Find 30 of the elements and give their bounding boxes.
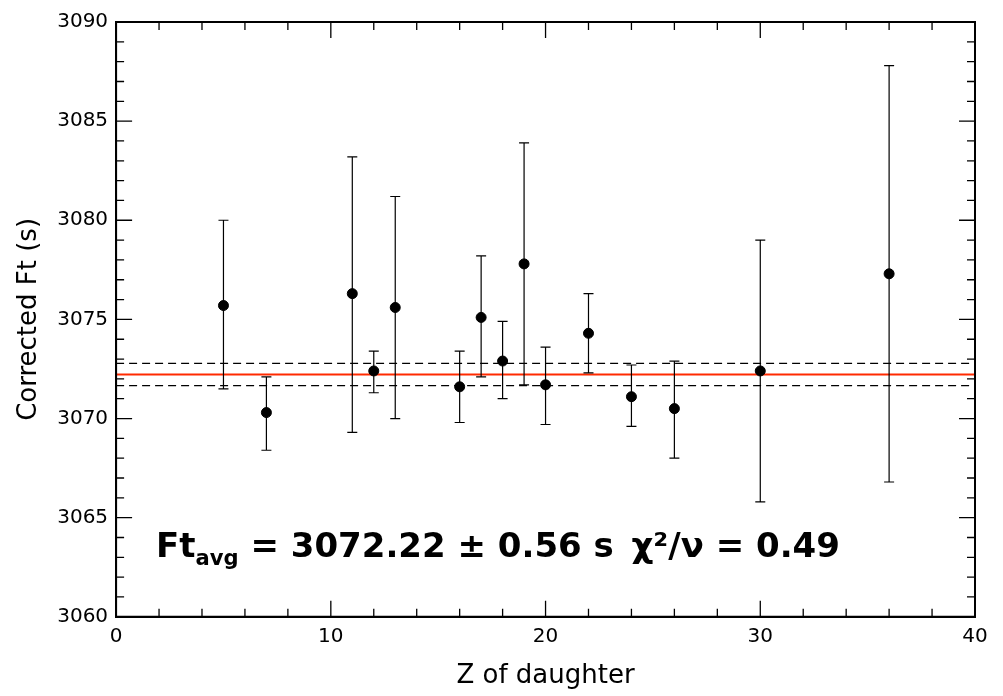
point (217, 300, 229, 312)
x-tick-label: 0 (109, 623, 123, 647)
point (497, 355, 509, 367)
point (368, 365, 380, 377)
annotation: χ²/ν = 0.49 (631, 524, 840, 565)
point (625, 391, 637, 403)
point (668, 403, 680, 415)
point (754, 365, 766, 377)
point (883, 268, 895, 280)
y-tick-label: 3070 (57, 404, 109, 429)
x-axis-title: Z of daughter (456, 659, 635, 690)
point (346, 288, 358, 300)
point (260, 407, 272, 419)
y-tick-label: 3075 (57, 305, 109, 330)
point (454, 381, 466, 393)
x-tick-label: 30 (747, 623, 773, 647)
y-axis-title: Corrected Ft (s) (12, 217, 43, 421)
y-tick-label: 3085 (57, 107, 109, 132)
x-tick-label: 40 (962, 623, 988, 647)
y-tick-label: 3080 (57, 206, 109, 231)
x-tick-label: 10 (318, 623, 344, 647)
point (540, 379, 552, 391)
y-tick-label: 3065 (57, 503, 109, 528)
point (518, 258, 530, 270)
point (389, 302, 401, 313)
y-tick-label: 3060 (57, 603, 109, 627)
point (582, 327, 594, 339)
x-tick-label: 20 (532, 623, 559, 647)
y-tick-label: 3090 (57, 8, 109, 33)
point (475, 311, 487, 323)
